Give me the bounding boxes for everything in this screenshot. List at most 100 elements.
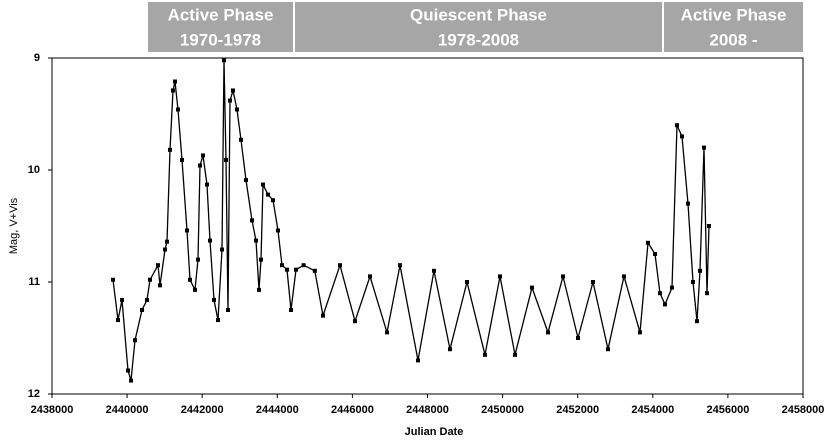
x-tick-label: 2448000 <box>406 404 449 416</box>
data-point <box>338 263 343 268</box>
data-point <box>293 267 298 272</box>
data-point <box>162 247 167 252</box>
phase-title: Active Phase <box>168 5 274 24</box>
x-tick-label: 2458000 <box>782 404 825 416</box>
data-point <box>701 145 706 150</box>
data-point <box>219 247 224 252</box>
x-tick-label: 2442000 <box>181 404 224 416</box>
data-point <box>176 107 181 112</box>
data-point <box>384 330 389 335</box>
plot-frame <box>51 57 804 395</box>
data-point <box>512 352 517 357</box>
y-axis-label: Mag, V+Vis <box>8 197 20 254</box>
y-tick-label: 11 <box>28 276 40 288</box>
data-point <box>156 263 161 268</box>
data-point <box>243 178 248 183</box>
data-point <box>235 107 240 112</box>
data-point <box>187 277 192 282</box>
data-point <box>301 263 306 268</box>
data-point <box>482 352 487 357</box>
data-point <box>116 318 121 323</box>
data-point <box>447 347 452 352</box>
data-point <box>706 224 711 228</box>
data-point <box>265 192 270 197</box>
data-point <box>230 88 235 93</box>
data-point <box>545 330 550 335</box>
data-point <box>529 285 534 290</box>
data-point <box>195 257 200 262</box>
phase-period: 1978-2008 <box>438 30 519 49</box>
phase-title: Quiescent Phase <box>410 5 547 24</box>
y-tick-label: 9 <box>34 52 40 64</box>
data-point <box>227 98 232 103</box>
data-point <box>652 252 657 256</box>
data-point <box>184 228 189 233</box>
phase-box <box>295 2 662 52</box>
data-point <box>497 274 502 279</box>
data-point <box>605 347 610 352</box>
data-point <box>662 302 667 307</box>
data-point <box>415 358 420 363</box>
data-point <box>129 378 134 383</box>
x-tick-label: 2454000 <box>631 404 674 416</box>
y-tick-label: 12 <box>28 388 40 400</box>
data-point <box>352 319 357 324</box>
data-point <box>685 201 690 206</box>
data-point <box>197 163 202 168</box>
data-point <box>679 134 684 139</box>
data-point <box>637 330 642 335</box>
data-point <box>221 58 226 63</box>
data-point <box>279 263 284 268</box>
data-point <box>289 308 294 312</box>
data-point <box>257 287 262 292</box>
data-point <box>560 274 565 279</box>
x-tick-label: 2446000 <box>331 404 374 416</box>
data-point <box>111 277 116 282</box>
data-point <box>694 319 699 324</box>
data-point <box>119 297 124 302</box>
x-tick-label: 2438000 <box>31 404 74 416</box>
data-point <box>465 280 470 284</box>
data-point <box>145 297 150 302</box>
data-point <box>132 338 137 343</box>
data-point <box>312 268 317 273</box>
data-point <box>260 182 265 187</box>
x-tick-label: 2452000 <box>556 404 599 416</box>
data-point <box>320 313 325 318</box>
y-tick-label: 10 <box>28 164 40 176</box>
data-point <box>690 280 695 284</box>
data-point <box>164 239 169 244</box>
x-axis-label: Julian Date <box>405 426 464 438</box>
data-point <box>657 291 662 296</box>
data-point <box>259 257 264 262</box>
data-point <box>621 274 626 279</box>
x-tick-label: 2440000 <box>106 404 149 416</box>
data-point <box>167 147 172 152</box>
data-point <box>216 318 221 323</box>
data-point <box>170 88 175 93</box>
data-point <box>211 297 216 302</box>
data-point <box>698 268 703 273</box>
data-point <box>397 263 402 268</box>
data-point <box>238 137 243 142</box>
data-point <box>173 79 178 84</box>
data-point <box>179 157 184 162</box>
x-tick-label: 2444000 <box>256 404 299 416</box>
phase-box <box>664 2 803 52</box>
x-tick-label: 2450000 <box>481 404 524 416</box>
data-point <box>140 308 145 312</box>
data-point <box>249 218 254 223</box>
phase-period: 2008 - <box>709 30 757 49</box>
data-point <box>590 280 595 284</box>
data-point <box>704 291 709 296</box>
light-curve <box>112 60 710 381</box>
x-tick-label: 2456000 <box>706 404 749 416</box>
data-point <box>431 268 436 273</box>
data-point <box>270 198 275 203</box>
data-point <box>192 287 197 292</box>
data-point <box>148 277 153 282</box>
phase-title: Active Phase <box>681 5 787 24</box>
phase-box <box>148 2 293 52</box>
data-point <box>674 123 679 128</box>
